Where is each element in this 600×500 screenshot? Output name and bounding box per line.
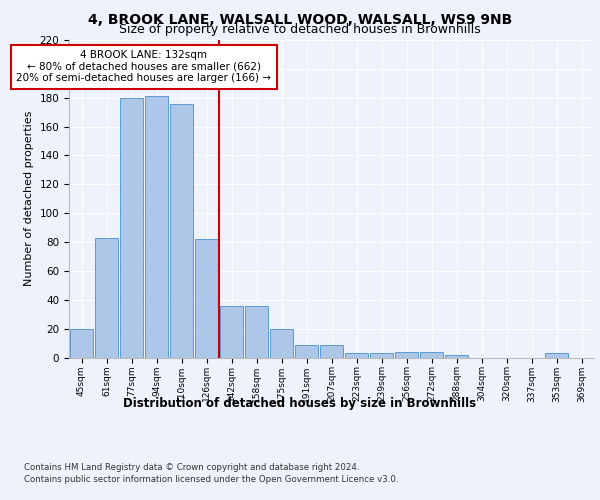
Bar (445, 354, 468, 358)
Text: 4 BROOK LANE: 132sqm
← 80% of detached houses are smaller (662)
20% of semi-deta: 4 BROOK LANE: 132sqm ← 80% of detached h… (17, 50, 271, 84)
Text: Contains HM Land Registry data © Crown copyright and database right 2024.: Contains HM Land Registry data © Crown c… (24, 462, 359, 471)
Text: 4, BROOK LANE, WALSALL WOOD, WALSALL, WS9 9NB: 4, BROOK LANE, WALSALL WOOD, WALSALL, WS… (88, 12, 512, 26)
Text: Size of property relative to detached houses in Brownhills: Size of property relative to detached ho… (119, 24, 481, 36)
Y-axis label: Number of detached properties: Number of detached properties (24, 111, 34, 286)
Text: Distribution of detached houses by size in Brownhills: Distribution of detached houses by size … (124, 398, 476, 410)
Bar (270, 328, 293, 358)
Bar (245, 306, 268, 358)
Bar (345, 353, 368, 358)
Bar (395, 352, 418, 358)
Bar (145, 96, 168, 358)
Bar (220, 306, 243, 358)
Bar (545, 353, 568, 358)
Bar (95, 238, 118, 358)
Bar (195, 239, 218, 358)
Bar (70, 328, 93, 358)
Bar (420, 352, 443, 358)
Bar (320, 344, 343, 358)
Bar (120, 98, 143, 358)
Bar (295, 344, 318, 358)
Bar (170, 104, 193, 358)
Text: Contains public sector information licensed under the Open Government Licence v3: Contains public sector information licen… (24, 475, 398, 484)
Bar (370, 353, 393, 358)
